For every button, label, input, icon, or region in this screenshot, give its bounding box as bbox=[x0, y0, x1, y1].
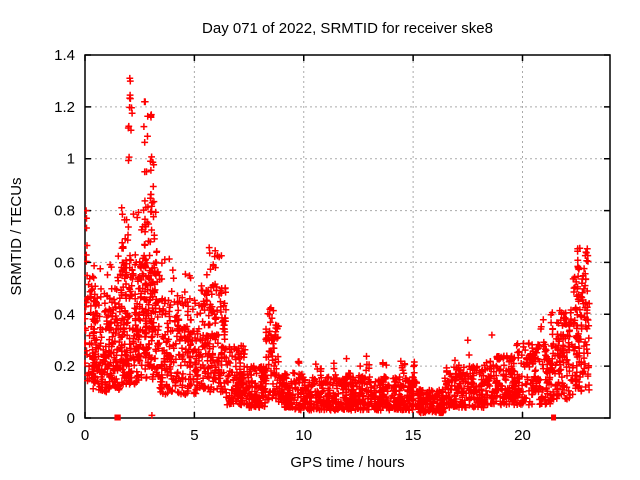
y-tick-label: 0.8 bbox=[54, 203, 75, 220]
x-tick-label: 10 bbox=[295, 427, 312, 444]
baseline-square-points bbox=[114, 414, 557, 421]
baseline-square-point bbox=[115, 414, 121, 421]
y-tick-label: 0 bbox=[67, 410, 75, 427]
y-tick-label: 1.4 bbox=[54, 47, 75, 64]
x-tick-label: 20 bbox=[514, 427, 531, 444]
x-axis-label: GPS time / hours bbox=[290, 454, 404, 471]
y-tick-label: 1 bbox=[67, 151, 75, 168]
x-tick-label: 5 bbox=[190, 427, 198, 444]
grid-lines bbox=[85, 55, 610, 418]
y-axis-tick-labels: 0 0.2 0.4 0.6 0.8 1 1.2 1.4 bbox=[54, 47, 75, 427]
y-axis-label: SRMTID / TECUs bbox=[8, 177, 25, 295]
y-tick-label: 0.6 bbox=[54, 254, 75, 271]
x-axis-tick-labels: 0 5 10 15 20 bbox=[81, 427, 531, 444]
baseline-square-point bbox=[551, 414, 557, 421]
y-tick-label: 0.2 bbox=[54, 358, 75, 375]
x-tick-label: 0 bbox=[81, 427, 89, 444]
chart-title: Day 071 of 2022, SRMTID for receiver ske… bbox=[202, 20, 493, 37]
x-tick-label: 15 bbox=[405, 427, 422, 444]
y-tick-label: 0.4 bbox=[54, 306, 75, 323]
scatter-points bbox=[84, 74, 593, 419]
plot-border bbox=[84, 54, 611, 419]
y-tick-label: 1.2 bbox=[54, 99, 75, 116]
plot-area bbox=[84, 74, 593, 421]
